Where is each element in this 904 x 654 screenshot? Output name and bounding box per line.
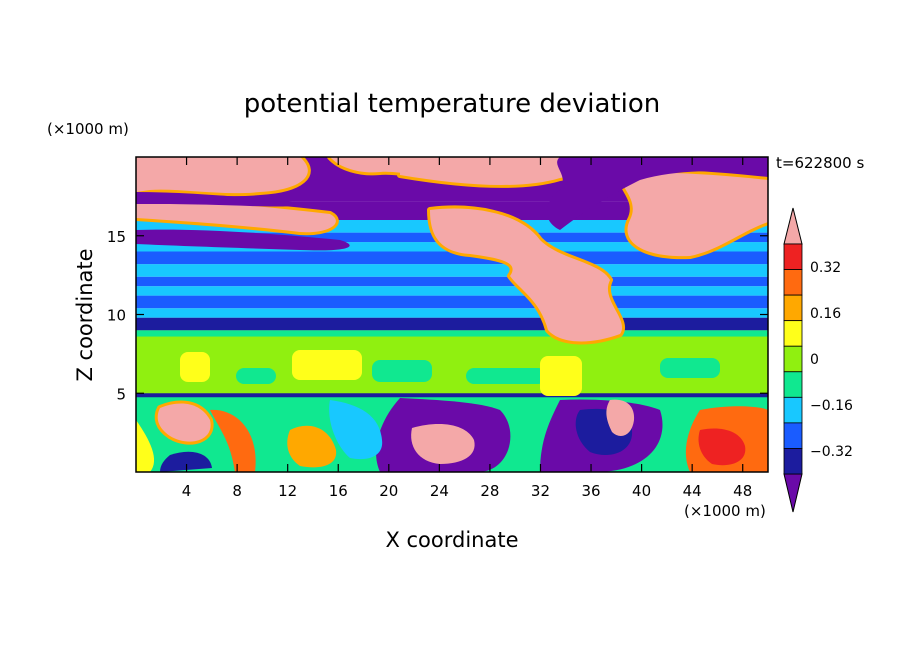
colorbar-segment <box>783 320 803 347</box>
colorbar-segment <box>783 422 803 449</box>
x-tick-label: 48 <box>733 482 752 500</box>
contour-region <box>540 356 582 396</box>
contour-band <box>136 264 768 277</box>
contour-band <box>136 295 768 309</box>
colorbar-extend-top <box>783 207 803 245</box>
contour-region <box>136 192 302 207</box>
x-tick-label: 20 <box>379 482 398 500</box>
contour-region <box>236 368 276 384</box>
contour-region <box>180 352 210 382</box>
x-tick-label: 24 <box>430 482 449 500</box>
colorbar-segment <box>783 371 803 398</box>
y-tick-label: 15 <box>107 228 126 246</box>
contour-region <box>411 424 475 464</box>
colorbar-segment <box>783 396 803 424</box>
contour-band <box>136 317 768 331</box>
x-tick-label: 4 <box>182 482 192 500</box>
chart-title: potential temperature deviation <box>244 89 660 119</box>
x-tick-label: 8 <box>232 482 242 500</box>
colorbar: 0.32 0.16 0 −0.16 −0.32 <box>783 207 853 513</box>
x-tick-label: 36 <box>581 482 600 500</box>
contour-region <box>136 157 308 194</box>
colorbar-label: 0.16 <box>810 306 841 322</box>
x-axis-ticks: 4 8 12 16 20 24 28 32 36 40 44 48 <box>182 157 752 500</box>
contour-region <box>660 358 720 378</box>
contour-region <box>329 400 383 460</box>
contour-field <box>136 157 768 472</box>
contour-region <box>210 409 256 472</box>
x-tick-label: 28 <box>480 482 499 500</box>
contour-region <box>606 399 635 436</box>
time-label: t=622800 s <box>776 154 864 172</box>
colorbar-segment <box>783 243 803 270</box>
contour-region <box>466 368 546 384</box>
contour-band <box>136 393 768 398</box>
y-axis-ticks: 5 10 15 <box>107 228 768 403</box>
x-tick-label: 12 <box>278 482 297 500</box>
contour-band <box>136 286 768 296</box>
contour-region <box>136 202 336 233</box>
contour-region <box>292 350 362 380</box>
contour-region <box>287 425 337 468</box>
x-tick-label: 16 <box>329 482 348 500</box>
x-tick-label: 32 <box>531 482 550 500</box>
contour-band <box>136 308 768 318</box>
colorbar-extend-bottom <box>783 473 803 513</box>
contour-region <box>136 229 350 251</box>
contour-region <box>136 420 155 472</box>
x-unit-label: (×1000 m) <box>684 502 766 520</box>
x-tick-label: 44 <box>683 482 702 500</box>
contour-band <box>136 276 768 287</box>
colorbar-label: −0.16 <box>810 398 853 414</box>
contour-region <box>546 157 768 230</box>
contour-region <box>157 403 211 442</box>
contour-band <box>136 330 768 337</box>
x-tick-label: 40 <box>632 482 651 500</box>
colorbar-segment <box>783 294 803 322</box>
contour-band <box>136 251 768 265</box>
colorbar-segment <box>783 345 803 373</box>
colorbar-segment <box>783 269 803 296</box>
contour-region <box>698 428 746 466</box>
colorbar-label: 0.32 <box>810 260 841 276</box>
y-tick-label: 5 <box>116 385 126 403</box>
contour-region <box>620 172 768 257</box>
contour-region <box>160 451 212 472</box>
colorbar-label: 0 <box>810 352 819 368</box>
x-axis-title: X coordinate <box>385 528 518 552</box>
contour-region <box>372 360 432 382</box>
y-unit-label: (×1000 m) <box>47 120 129 138</box>
colorbar-label: −0.32 <box>810 444 853 460</box>
colorbar-segment <box>783 448 803 475</box>
y-axis-title: Z coordinate <box>73 248 97 381</box>
y-tick-label: 10 <box>107 307 126 325</box>
contour-region <box>430 208 623 342</box>
